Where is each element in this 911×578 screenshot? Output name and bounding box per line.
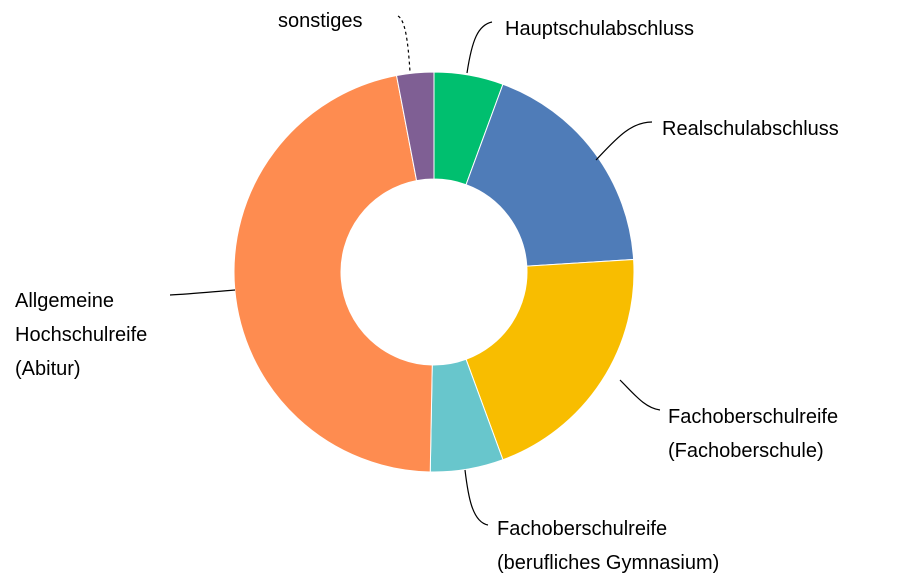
- leader-line: [619, 379, 661, 411]
- leader-line: [464, 469, 489, 526]
- donut-segment: [465, 258, 635, 461]
- segment-label: Fachoberschulreife (berufliches Gymnasium…: [497, 518, 719, 574]
- donut-segment: [465, 83, 635, 267]
- segment-label: Realschulabschluss: [662, 118, 839, 140]
- donut-segment: [233, 74, 433, 473]
- donut-segment: [395, 71, 435, 182]
- segment-label: Hauptschulabschluss: [505, 18, 694, 40]
- segment-label: sonstiges: [278, 10, 363, 32]
- leader-line: [169, 289, 236, 296]
- leader-line: [466, 21, 493, 74]
- segment-label: Fachoberschulreife (Fachoberschule): [668, 406, 838, 462]
- leader-line: [397, 15, 411, 73]
- leader-line: [595, 121, 653, 161]
- segment-label: Allgemeine Hochschulreife (Abitur): [15, 290, 147, 380]
